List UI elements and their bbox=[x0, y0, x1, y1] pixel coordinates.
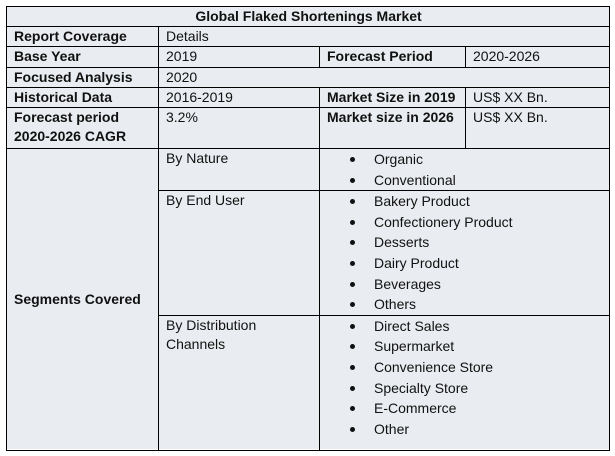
list-item: Supermarket bbox=[321, 336, 604, 357]
forecast-row: Forecast period 2020-2026 CAGR 3.2% Mark… bbox=[6, 107, 611, 149]
report-coverage-label: Report Coverage bbox=[6, 26, 159, 47]
list-item: Organic bbox=[321, 150, 604, 170]
report-table: Global Flaked Shortenings Market Report … bbox=[5, 6, 611, 451]
bullet-icon bbox=[350, 281, 355, 287]
segment-group-name: By Nature bbox=[158, 147, 320, 192]
segment-group-name: By End User bbox=[158, 190, 320, 316]
bullet-icon bbox=[350, 385, 355, 391]
bullet-icon bbox=[350, 323, 355, 329]
market-size-2026-value: US$ XX Bn. bbox=[464, 107, 611, 149]
segment-list: Bakery Product Confectionery Product Des… bbox=[321, 192, 604, 315]
title-row: Global Flaked Shortenings Market bbox=[5, 6, 611, 27]
bullet-icon bbox=[350, 302, 355, 308]
forecast-cagr-label: Forecast period 2020-2026 CAGR bbox=[6, 107, 159, 149]
list-item: Beverages bbox=[321, 274, 604, 295]
list-item: Others bbox=[321, 294, 604, 314]
focused-row: Focused Analysis 2020 bbox=[6, 67, 611, 88]
list-item: Other bbox=[321, 419, 604, 440]
segment-items: Bakery Product Confectionery Product Des… bbox=[318, 190, 611, 316]
coverage-row: Report Coverage Details bbox=[6, 26, 611, 47]
segment-group-end-user: By End User Bakery Product Confectionery… bbox=[7, 190, 611, 316]
segment-items: Organic Conventional bbox=[318, 147, 611, 192]
market-size-2019-value: US$ XX Bn. bbox=[464, 87, 611, 108]
segment-group-distribution: By Distribution Channels Direct Sales Su… bbox=[7, 314, 611, 451]
bullet-icon bbox=[350, 364, 355, 370]
bullet-icon bbox=[350, 199, 355, 205]
segment-items: Direct Sales Supermarket Convenience Sto… bbox=[318, 314, 611, 451]
segment-group-name: By Distribution Channels bbox=[158, 314, 320, 451]
bullet-icon bbox=[350, 240, 355, 246]
market-size-2019-label: Market Size in 2019 bbox=[319, 87, 466, 108]
base-year-row: Base Year 2019 Forecast Period 2020-2026 bbox=[6, 46, 611, 68]
segment-group-nature: Segments Covered By Nature Organic Conve… bbox=[6, 147, 611, 451]
list-item: Bakery Product bbox=[321, 192, 604, 212]
report-table-container: Global Flaked Shortenings Market Report … bbox=[5, 6, 611, 451]
historical-row: Historical Data 2016-2019 Market Size in… bbox=[6, 87, 611, 108]
report-coverage-value: Details bbox=[157, 26, 611, 47]
bullet-icon bbox=[350, 406, 355, 412]
segment-list: Direct Sales Supermarket Convenience Sto… bbox=[321, 316, 604, 440]
list-item: Dairy Product bbox=[321, 253, 604, 274]
list-item: Direct Sales bbox=[321, 316, 604, 336]
forecast-period-label: Forecast Period bbox=[319, 46, 466, 68]
list-item: E-Commerce bbox=[321, 398, 604, 419]
bullet-icon bbox=[350, 426, 355, 432]
bullet-icon bbox=[350, 177, 355, 183]
segments-covered-label: Segments Covered bbox=[6, 148, 159, 451]
segment-list: Organic Conventional bbox=[321, 150, 604, 190]
focused-analysis-value: 2020 bbox=[157, 67, 611, 88]
focused-analysis-label: Focused Analysis bbox=[6, 67, 159, 88]
list-item: Specialty Store bbox=[321, 378, 604, 399]
forecast-period-value: 2020-2026 bbox=[464, 46, 611, 68]
list-item: Desserts bbox=[321, 232, 604, 253]
bullet-icon bbox=[350, 157, 355, 162]
bullet-icon bbox=[350, 260, 355, 266]
bullet-icon bbox=[350, 219, 355, 225]
list-item: Conventional bbox=[321, 170, 604, 190]
forecast-cagr-value: 3.2% bbox=[158, 107, 320, 149]
base-year-value: 2019 bbox=[158, 46, 320, 68]
base-year-label: Base Year bbox=[6, 46, 159, 68]
historical-data-label: Historical Data bbox=[6, 87, 159, 108]
bullet-icon bbox=[350, 344, 355, 350]
table-title: Global Flaked Shortenings Market bbox=[5, 6, 611, 27]
historical-data-value: 2016-2019 bbox=[158, 87, 320, 108]
list-item: Convenience Store bbox=[321, 357, 604, 378]
list-item: Confectionery Product bbox=[321, 212, 604, 233]
market-size-2026-label: Market size in 2026 bbox=[319, 107, 466, 149]
